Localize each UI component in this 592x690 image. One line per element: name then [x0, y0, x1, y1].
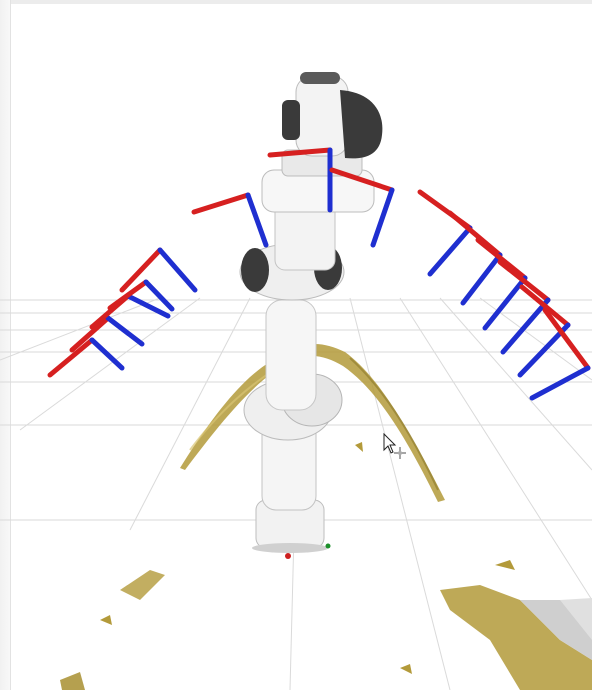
pose-frame-marker — [329, 167, 395, 248]
move-crosshair-icon — [394, 447, 406, 459]
arrow-cursor-icon — [383, 432, 397, 454]
z-axis-line — [157, 247, 198, 293]
pose-frame-marker — [267, 147, 333, 213]
x-axis-line — [191, 192, 251, 215]
x-axis-line — [107, 279, 149, 311]
z-axis-line — [105, 315, 145, 347]
x-axis-line — [542, 307, 591, 371]
pose-frame-marker — [47, 337, 125, 378]
pointcloud-floor — [60, 442, 592, 690]
pose-frame-marker — [475, 237, 528, 331]
robot-arm — [239, 72, 383, 559]
x-axis-line — [69, 315, 111, 353]
z-axis-line — [482, 275, 528, 331]
pose-frame-marker — [497, 259, 551, 355]
z-axis-line — [529, 365, 591, 401]
pose-markers — [47, 147, 591, 401]
x-axis-line — [497, 259, 551, 303]
x-axis-line — [519, 284, 571, 328]
pose-frame-marker — [417, 189, 473, 277]
z-axis-line — [427, 225, 473, 277]
z-axis-line — [500, 297, 551, 355]
viewport-top-edge — [0, 0, 592, 4]
x-axis-line — [47, 337, 95, 378]
z-axis-line — [125, 293, 171, 319]
pose-frame-marker — [119, 247, 198, 293]
z-axis-line — [460, 252, 503, 306]
x-axis-line — [329, 167, 395, 193]
pose-frame-marker — [529, 307, 591, 401]
pose-frame-marker — [447, 210, 503, 306]
z-axis-line — [245, 192, 269, 248]
viewport-left-panel-edge — [0, 0, 11, 690]
z-axis-line — [89, 337, 125, 371]
base-origin-marker — [285, 553, 291, 559]
z-axis-line — [370, 187, 395, 248]
z-axis-line — [143, 279, 175, 312]
pose-frame-marker — [69, 315, 145, 353]
x-axis-line — [119, 247, 163, 293]
pose-frame-marker — [107, 279, 175, 312]
pose-frame-marker — [191, 192, 269, 248]
x-axis-line — [267, 147, 333, 158]
x-axis-line — [475, 237, 528, 281]
